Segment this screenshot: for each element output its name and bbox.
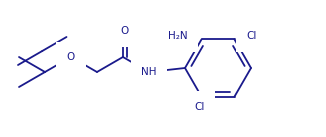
Text: Cl: Cl <box>246 31 257 41</box>
Text: O: O <box>121 26 129 36</box>
Text: Cl: Cl <box>194 102 205 112</box>
Text: O: O <box>67 52 75 62</box>
Text: H₂N: H₂N <box>168 31 187 41</box>
Text: NH: NH <box>141 67 157 77</box>
